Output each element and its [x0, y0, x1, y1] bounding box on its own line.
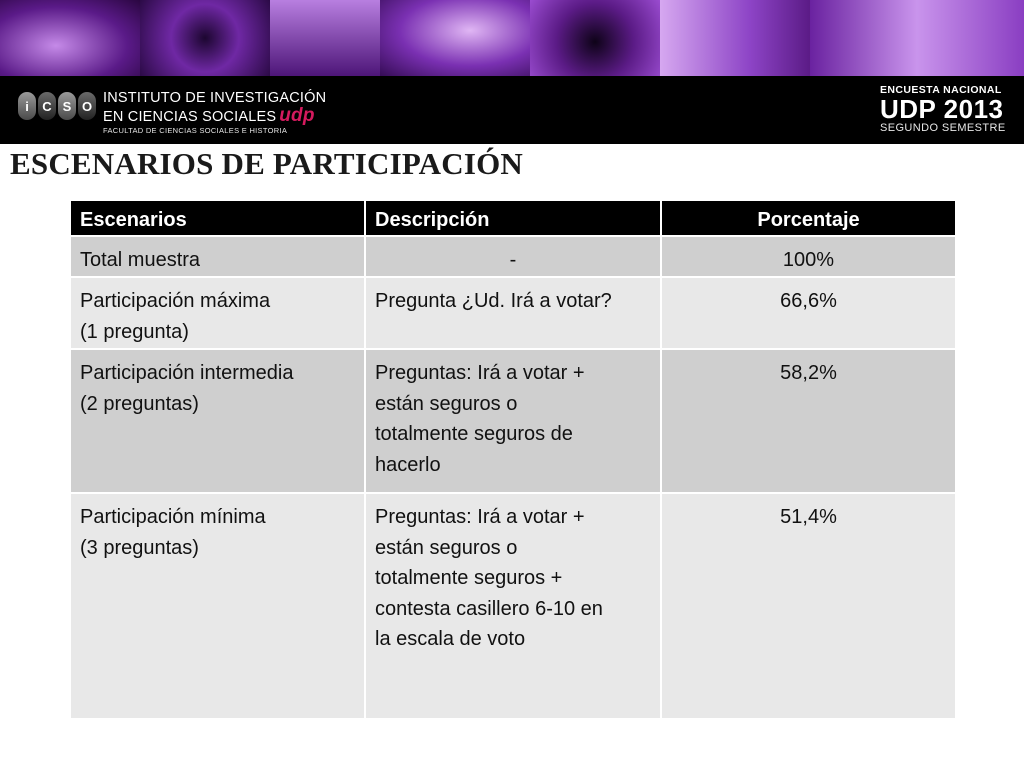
icso-letter: O [78, 92, 96, 120]
institute-name: INSTITUTO DE INVESTIGACIÓN EN CIENCIAS S… [103, 89, 326, 136]
banner-photo-tile [380, 0, 530, 76]
cell-text: Participación mínima [80, 506, 266, 528]
icso-letter: C [38, 92, 56, 120]
banner-photo-tile [140, 0, 270, 76]
cell-text: la escala de voto [375, 628, 526, 650]
header-descripcion: Descripción [364, 199, 662, 237]
photo-banner [0, 0, 1024, 76]
cell-text: Preguntas: Irá a votar + [375, 506, 585, 528]
cell-text: totalmente seguros + [375, 567, 563, 589]
institute-line-2: EN CIENCIAS SOCIALES udp [103, 105, 326, 126]
cell-porcentaje: 66,6% [660, 276, 957, 350]
icso-letter: S [58, 92, 76, 120]
institute-line-2-text: EN CIENCIAS SOCIALES [103, 109, 277, 125]
table-row: Participación máxima (1 pregunta) Pregun… [69, 276, 957, 350]
scenarios-table: Escenarios Descripción Porcentaje Total … [69, 199, 957, 720]
cell-descripcion: Preguntas: Irá a votar + están seguros o… [364, 492, 662, 720]
cell-porcentaje: 100% [660, 235, 957, 278]
cell-escenario: Total muestra [69, 235, 366, 278]
cell-text: Total muestra [80, 249, 201, 271]
cell-porcentaje: 58,2% [660, 348, 957, 494]
page-title: ESCENARIOS DE PARTICIPACIÓN [10, 146, 524, 181]
header-porcentaje: Porcentaje [660, 199, 957, 237]
table-row: Participación intermedia (2 preguntas) P… [69, 348, 957, 494]
banner-photo-tile [0, 0, 140, 76]
banner-photo-tile [660, 0, 810, 76]
cell-descripcion: Preguntas: Irá a votar + están seguros o… [364, 348, 662, 494]
cell-text: están seguros o [375, 536, 518, 559]
banner-photo-tile [530, 0, 660, 76]
cell-text: - [509, 249, 517, 271]
cell-text: contesta casillero 6-10 en [375, 597, 603, 620]
icso-letter: i [18, 92, 36, 120]
faculty-line: FACULTAD DE CIENCIAS SOCIALES E HISTORIA [103, 126, 288, 135]
cell-escenario: Participación máxima (1 pregunta) [69, 276, 366, 350]
cell-text: hacerlo [375, 453, 441, 476]
cell-descripcion: - [364, 235, 662, 278]
table-header-row: Escenarios Descripción Porcentaje [69, 199, 957, 237]
cell-descripcion: Pregunta ¿Ud. Irá a votar? [364, 276, 662, 350]
cell-text: totalmente seguros de [375, 423, 573, 445]
cell-porcentaje: 51,4% [660, 492, 957, 720]
survey-line-3: SEGUNDO SEMESTRE [880, 122, 1006, 134]
banner-photo-tile [270, 0, 380, 76]
institute-line-1: INSTITUTO DE INVESTIGACIÓN [103, 90, 327, 106]
header-escenarios: Escenarios [69, 199, 366, 237]
table-row: Total muestra - 100% [69, 235, 957, 278]
table-row: Participación mínima (3 preguntas) Pregu… [69, 492, 957, 720]
banner-photo-tile [810, 0, 1024, 76]
udp-logo: udp [279, 105, 315, 126]
cell-text: Participación intermedia [80, 362, 294, 384]
cell-escenario: Participación intermedia (2 preguntas) [69, 348, 366, 494]
cell-text: Preguntas: Irá a votar + [375, 362, 585, 384]
survey-line-2: UDP 2013 [880, 94, 1004, 124]
survey-line-1: ENCUESTA NACIONAL [880, 84, 1002, 96]
cell-escenario: Participación mínima (3 preguntas) [69, 492, 366, 720]
cell-text: están seguros o [375, 392, 518, 415]
cell-text: (3 preguntas) [80, 536, 199, 559]
cell-text: (1 pregunta) [80, 320, 189, 343]
logo-bar [0, 76, 1024, 144]
icso-logo: i C S O [18, 92, 96, 120]
cell-text: Participación máxima [80, 290, 271, 312]
cell-text: (2 preguntas) [80, 392, 199, 415]
survey-badge: ENCUESTA NACIONAL UDP 2013 SEGUNDO SEMES… [880, 84, 1006, 134]
cell-text: Pregunta ¿Ud. Irá a votar? [375, 290, 612, 312]
